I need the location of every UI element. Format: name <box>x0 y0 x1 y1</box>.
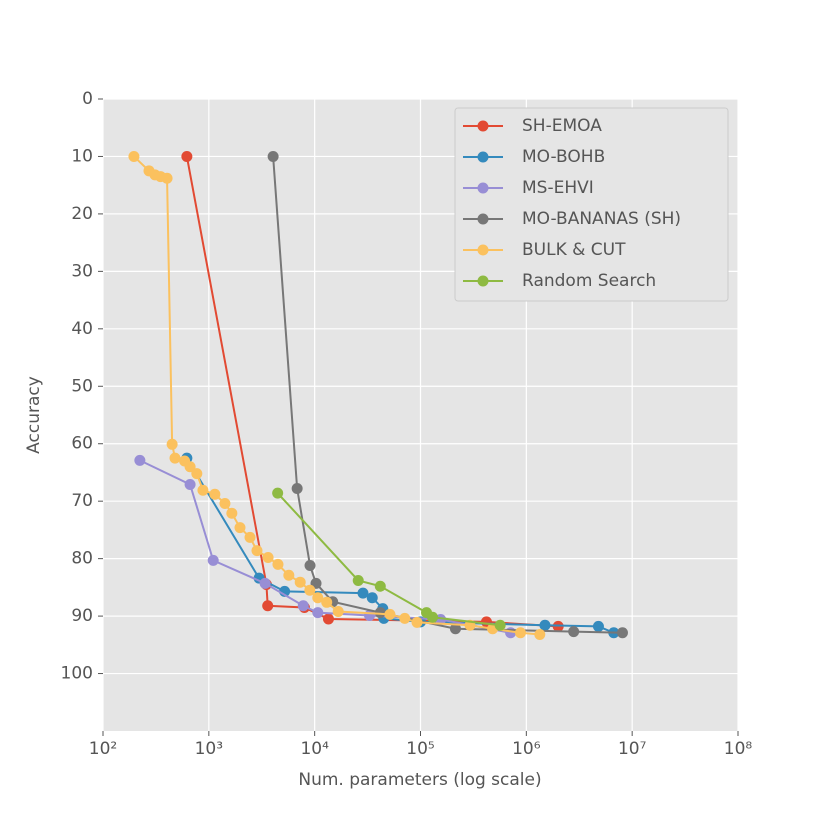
point <box>539 619 551 631</box>
y-axis-label: Accuracy <box>24 376 44 454</box>
y-tick-label: 0 <box>82 89 93 109</box>
point <box>161 172 173 184</box>
legend: SH-EMOA MO-BOHB MS-EHVI MO-BANANAS (SH) BULK… <box>454 107 729 302</box>
x-tick-label: 10² <box>89 739 117 759</box>
point <box>357 587 369 599</box>
point <box>312 592 324 604</box>
point <box>399 612 411 624</box>
series-line <box>276 492 501 627</box>
point <box>322 613 334 625</box>
legend-label: MS-EHVI <box>522 178 594 198</box>
point <box>534 628 546 640</box>
y-tick-label: 100 <box>61 664 93 684</box>
point <box>411 616 423 628</box>
point <box>494 619 506 631</box>
point <box>592 620 604 632</box>
point <box>259 577 271 589</box>
point <box>366 592 378 604</box>
point <box>449 623 461 635</box>
x-tick-label: 10⁵ <box>406 739 434 759</box>
legend-label: BULK & CUT <box>522 240 626 260</box>
legend-marker <box>477 275 489 287</box>
x-tick-label: 10³ <box>195 739 223 759</box>
point <box>262 551 274 563</box>
legend-marker <box>477 182 489 194</box>
point <box>166 438 178 450</box>
x-tick-label: 10⁴ <box>300 739 329 759</box>
point <box>272 487 284 499</box>
point <box>207 554 219 566</box>
point <box>191 468 203 480</box>
legend-marker <box>477 151 489 163</box>
legend-box <box>454 107 729 302</box>
y-tick-label: 50 <box>71 376 93 396</box>
y-tick-label: 80 <box>71 549 93 569</box>
point <box>219 497 231 509</box>
y-tick-label: 90 <box>71 606 93 626</box>
point <box>134 454 146 466</box>
point <box>209 488 221 500</box>
point <box>568 626 580 638</box>
x-tick-label: 10⁶ <box>512 739 541 759</box>
point <box>262 600 274 612</box>
y-tick-label: 60 <box>71 434 93 454</box>
y-tick-label: 40 <box>71 319 93 339</box>
point <box>374 607 386 619</box>
point <box>352 574 364 586</box>
y-tick-label: 20 <box>71 204 93 224</box>
point <box>267 150 279 162</box>
point <box>291 483 303 495</box>
point <box>312 607 324 619</box>
legend-label: MO-BOHB <box>522 147 605 167</box>
y-tick-label: 30 <box>71 261 93 281</box>
point <box>283 569 295 581</box>
point <box>197 484 209 496</box>
point <box>251 545 263 557</box>
legend-label: Random Search <box>522 271 656 291</box>
point <box>304 560 316 572</box>
x-tick-label: 10⁷ <box>618 739 647 759</box>
x-tick-label: 10⁸ <box>724 739 753 759</box>
point <box>226 507 238 519</box>
y-tick-label: 70 <box>71 491 93 511</box>
point <box>244 531 256 543</box>
point <box>321 596 333 608</box>
legend-label: SH-EMOA <box>522 116 602 136</box>
point <box>616 627 628 639</box>
point <box>272 558 284 570</box>
point <box>304 584 316 596</box>
point <box>374 580 386 592</box>
x-axis-label: Num. parameters (log scale) <box>298 770 541 790</box>
point <box>332 605 344 617</box>
legend-marker <box>477 213 489 225</box>
y-tick-label: 10 <box>71 146 93 166</box>
point <box>128 150 140 162</box>
point <box>384 608 396 620</box>
point <box>427 611 439 623</box>
point <box>294 576 306 588</box>
point <box>514 627 526 639</box>
point <box>184 479 196 491</box>
point <box>184 461 196 473</box>
legend-marker <box>477 120 489 132</box>
legend-label: MO-BANANAS (SH) <box>522 209 681 229</box>
point <box>181 150 193 162</box>
point <box>297 600 309 612</box>
point <box>169 452 181 464</box>
legend-marker <box>477 244 489 256</box>
point <box>234 522 246 534</box>
